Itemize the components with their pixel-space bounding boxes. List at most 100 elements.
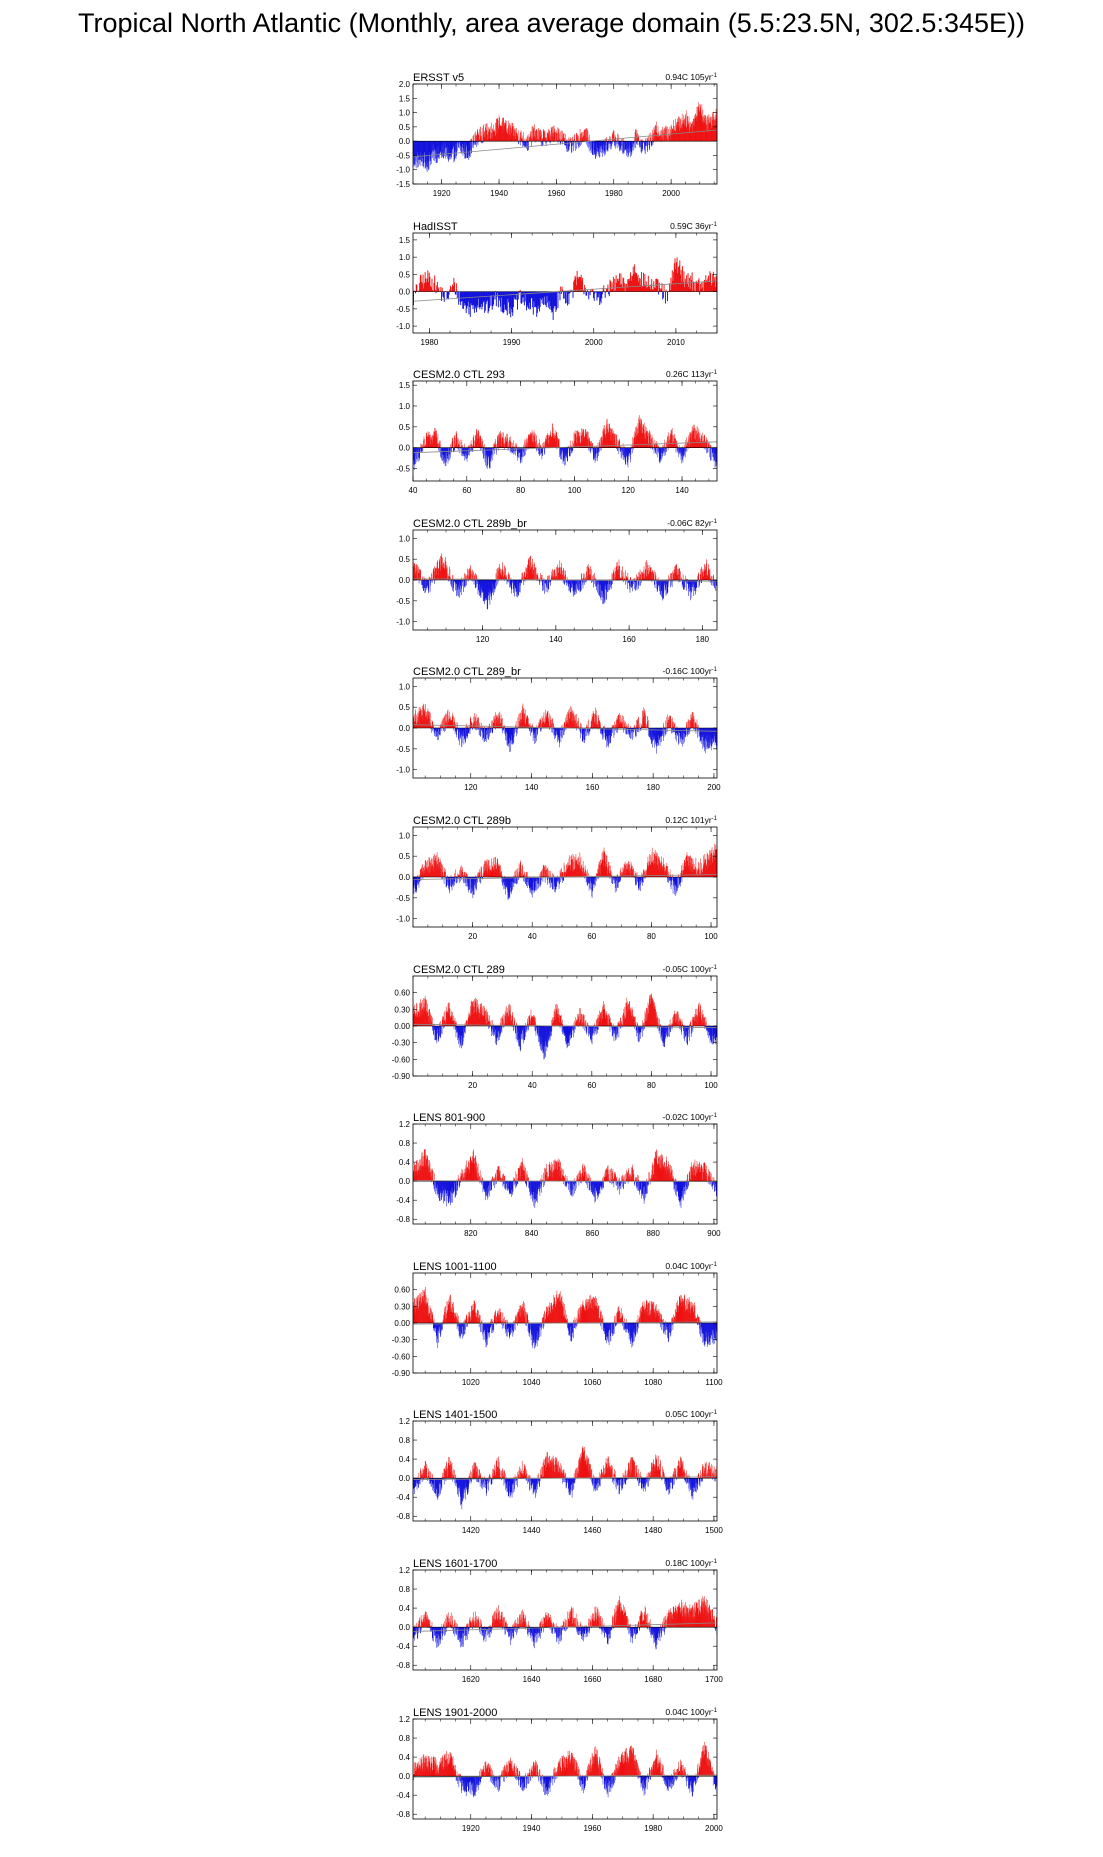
anomaly-bar <box>618 559 620 580</box>
anomaly-bar <box>524 714 525 729</box>
anomaly-bar <box>669 578 670 580</box>
anomaly-bar <box>617 278 618 292</box>
anomaly-bar <box>447 573 449 580</box>
anomaly-bar <box>536 725 538 729</box>
anomaly-bar <box>579 276 581 292</box>
anomaly-bar <box>578 726 580 729</box>
anomaly-bar <box>495 579 496 589</box>
anomaly-bar <box>525 291 527 311</box>
anomaly-bar <box>553 570 554 580</box>
x-tick-label: 80 <box>516 486 525 495</box>
anomaly-bar <box>447 709 449 729</box>
anomaly-bar <box>420 711 422 729</box>
anomaly-bar <box>426 278 428 292</box>
anomaly-bar <box>550 579 552 581</box>
anomaly-bar <box>606 579 608 591</box>
anomaly-bar <box>433 282 435 292</box>
anomaly-bar <box>669 289 671 292</box>
anomaly-bars <box>413 553 718 610</box>
anomaly-bar <box>489 726 491 729</box>
anomaly-bar <box>549 291 551 306</box>
anomaly-bar <box>426 579 427 588</box>
panel-title: CESM2.0 CTL 293 <box>413 369 505 381</box>
anomaly-bar <box>483 728 484 732</box>
anomaly-bar <box>415 711 417 729</box>
anomaly-bar <box>429 276 431 292</box>
anomaly-bar <box>426 712 427 729</box>
anomaly-bar <box>428 576 430 580</box>
anomaly-bar <box>600 579 601 598</box>
anomaly-bar <box>675 268 677 292</box>
anomaly-bar <box>474 717 476 729</box>
anomaly-bar <box>462 579 464 582</box>
anomaly-bar <box>521 719 522 729</box>
anomaly-bar <box>645 285 647 292</box>
anomaly-bar <box>477 718 478 729</box>
anomaly-bar <box>497 720 498 729</box>
anomaly-bar <box>621 283 623 292</box>
anomaly-bar <box>535 728 536 732</box>
anomaly-bar <box>663 579 665 593</box>
anomaly-bar <box>456 282 458 292</box>
anomaly-bar <box>431 572 432 580</box>
anomaly-bar <box>666 579 668 594</box>
anomaly-bar <box>660 289 662 292</box>
anomaly-bar <box>483 579 485 601</box>
anomaly-bar <box>526 577 528 580</box>
anomaly-bar <box>506 574 507 580</box>
anomaly-bar <box>662 579 663 601</box>
y-tick-label: 1.0 <box>399 253 411 262</box>
anomaly-bar <box>671 579 673 587</box>
anomaly-bar <box>606 579 608 584</box>
anomaly-bar <box>558 291 560 293</box>
anomaly-bar <box>535 291 537 307</box>
anomaly-bar <box>638 579 639 589</box>
anomaly-bar <box>533 291 535 302</box>
anomaly-bar <box>628 579 629 583</box>
anomaly-bar <box>597 291 599 297</box>
anomaly-bar <box>516 579 518 594</box>
anomaly-bar <box>550 716 551 729</box>
anomaly-bar <box>498 567 499 580</box>
anomaly-bar <box>543 722 545 729</box>
anomaly-bar <box>513 579 514 589</box>
anomaly-bar <box>638 281 640 292</box>
anomaly-bar <box>452 715 454 729</box>
anomaly-bar <box>579 579 581 592</box>
anomaly-bar <box>602 728 603 733</box>
anomaly-bar <box>573 712 575 729</box>
anomaly-bar <box>470 571 471 580</box>
anomaly-bar <box>589 728 591 732</box>
anomaly-bar <box>427 711 429 729</box>
anomaly-bar <box>510 291 512 317</box>
anomaly-bar <box>473 291 475 313</box>
anomaly-bar <box>619 565 620 580</box>
anomaly-bar <box>459 579 460 583</box>
anomaly-bar <box>567 291 569 294</box>
anomaly-bar <box>519 291 521 293</box>
anomaly-bar <box>651 288 653 292</box>
anomaly-bar <box>671 269 673 292</box>
anomaly-bar <box>703 279 705 292</box>
anomaly-bar <box>687 579 689 583</box>
anomaly-bar <box>510 577 512 580</box>
x-tick-label: 140 <box>675 486 689 495</box>
y-tick-label: 0.5 <box>399 423 411 432</box>
anomaly-bar <box>418 572 419 580</box>
anomaly-bar <box>445 721 446 729</box>
anomaly-bar <box>653 573 655 580</box>
anomaly-bar <box>640 579 641 586</box>
anomaly-bar <box>671 572 672 580</box>
anomaly-bar <box>529 556 530 580</box>
anomaly-bar <box>449 719 451 729</box>
anomaly-bar <box>452 717 454 729</box>
anomaly-bar <box>425 704 426 729</box>
anomaly-bar <box>457 579 459 587</box>
anomaly-bar <box>589 728 591 731</box>
anomaly-bar <box>440 569 442 580</box>
anomaly-bar <box>486 728 487 736</box>
anomaly-bar <box>506 577 507 580</box>
anomaly-bar <box>706 576 708 580</box>
anomaly-bar <box>461 579 463 586</box>
anomaly-bar <box>558 728 559 740</box>
